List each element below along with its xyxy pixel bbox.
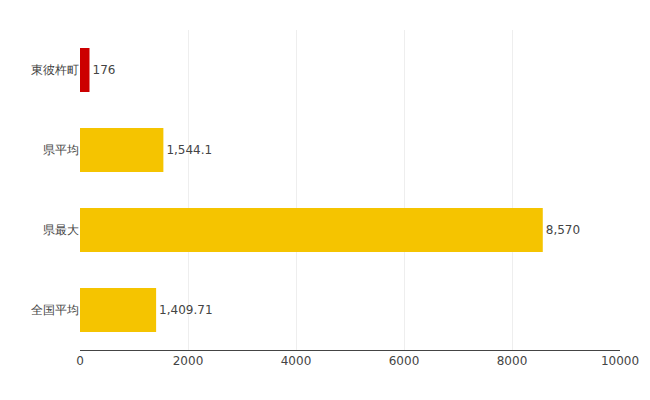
svg-text:4000: 4000 [281, 354, 312, 368]
svg-text:全国平均: 全国平均 [31, 303, 79, 317]
svg-text:1,409.71: 1,409.71 [159, 303, 212, 317]
svg-text:176: 176 [93, 63, 116, 77]
svg-text:0: 0 [76, 354, 84, 368]
svg-text:県平均: 県平均 [43, 143, 79, 157]
svg-text:県最大: 県最大 [43, 223, 79, 237]
svg-text:8,570: 8,570 [546, 223, 580, 237]
svg-text:10000: 10000 [601, 354, 639, 368]
svg-text:6000: 6000 [389, 354, 420, 368]
svg-text:東彼杵町: 東彼杵町 [31, 63, 79, 77]
svg-text:8000: 8000 [497, 354, 528, 368]
svg-text:1,544.1: 1,544.1 [166, 143, 212, 157]
svg-text:2000: 2000 [173, 354, 204, 368]
